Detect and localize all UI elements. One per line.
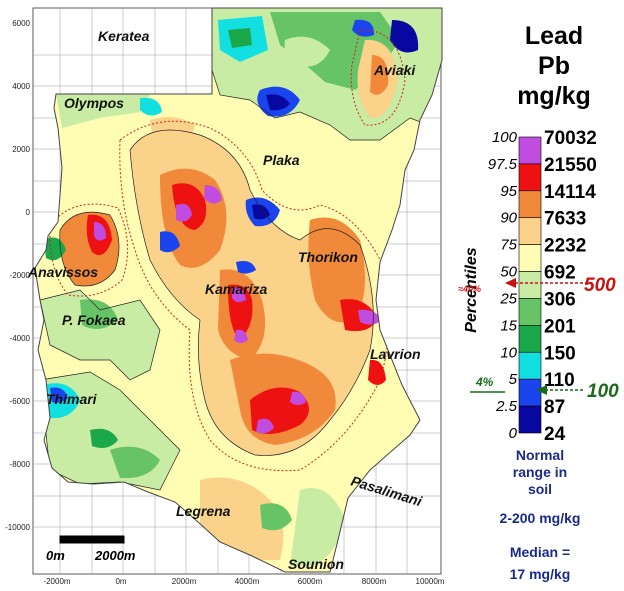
legend-percentile-label: 15: [500, 317, 517, 334]
legend-percentile-label: 90: [500, 210, 517, 227]
legend-swatch: [518, 298, 542, 326]
coastline: [34, 7, 443, 573]
x-tick: 0m: [115, 577, 126, 586]
x-tick: 8000m: [362, 577, 387, 586]
legend-value-label: 201: [544, 316, 576, 337]
legend-percentile-label: 5: [509, 371, 518, 388]
legend-percentile-label: 2.5: [495, 398, 518, 415]
legend: Lead Pb mg/kg Percentiles 10097.59590755…: [458, 22, 619, 582]
y-tick: 2000: [12, 145, 30, 154]
legend-swatch: [518, 190, 542, 219]
scale-end-label: 2000m: [94, 548, 136, 563]
y-tick: 0: [26, 208, 31, 217]
y-tick: -4000: [10, 334, 31, 343]
place-lavrion: Lavrion: [370, 346, 421, 362]
x-tick: 2000m: [172, 577, 197, 586]
legend-swatch: [518, 244, 542, 272]
legend-percentile-label: 75: [500, 237, 517, 254]
legend-value-label: 7633: [544, 209, 586, 230]
marker-100-label: 100: [587, 381, 619, 402]
y-tick: -2000: [10, 271, 31, 280]
threshold-100-marker: 4% 100: [470, 375, 619, 402]
place-keratea: Keratea: [98, 28, 150, 44]
y-tick: 6000: [12, 19, 30, 28]
legend-value-label: 692: [544, 263, 576, 284]
y-tick: -6000: [10, 397, 31, 406]
y-tick: 4000: [12, 82, 30, 91]
legend-percentile-label: 10: [500, 344, 517, 361]
note-line-5: Median =: [510, 544, 570, 560]
legend-value-label: 24: [544, 424, 566, 445]
legend-value-labels: 70032 21550 14114 7633 2232 692 306 201 150 110 87…: [544, 128, 597, 445]
place-olympos: Olympos: [64, 95, 124, 111]
legend-value-label: 87: [544, 397, 565, 418]
x-tick: 10000m: [416, 577, 445, 586]
legend-percentile-label: 100: [492, 129, 518, 146]
legend-swatch: [518, 217, 542, 245]
legend-swatch: [518, 136, 542, 165]
percentiles-axis-label: Percentiles: [463, 247, 480, 332]
scale-bar: 0m 2000m: [46, 535, 136, 563]
note-line-4: 2-200 mg/kg: [500, 510, 581, 526]
legend-swatch: [518, 271, 542, 299]
legend-percentile-label: 50: [500, 264, 517, 281]
legend-swatch: [518, 351, 542, 380]
x-tick: -2000m: [43, 577, 70, 586]
place-aviaki: Aviaki: [373, 62, 416, 78]
legend-color-bar: [518, 136, 542, 434]
legend-value-label: 14114: [544, 182, 596, 203]
x-tick: 6000m: [298, 577, 323, 586]
legend-value-label: 21550: [544, 155, 597, 176]
x-tick: 4000m: [235, 577, 260, 586]
legend-value-label: 70032: [544, 128, 597, 149]
legend-swatch: [518, 163, 542, 192]
note-line-2: range in: [513, 464, 567, 480]
legend-percentile-label: 97.5: [488, 156, 518, 173]
legend-swatch: [518, 405, 542, 434]
x-axis-ticks: -2000m 0m 2000m 4000m 6000m 8000m 10000m: [43, 577, 444, 586]
marker-500-label: 500: [584, 275, 616, 296]
concentration-map: [35, 8, 442, 572]
place-thorikon: Thorikon: [298, 249, 358, 265]
legend-percentile-labels: 100 97.5 95 90 75 50 25 15 10 5 2.5 0: [488, 129, 518, 442]
place-legrena: Legrena: [176, 503, 231, 519]
marker-500-side-note: ≈40%: [458, 284, 481, 294]
note-line-3: soil: [528, 481, 552, 497]
legend-percentile-label: 95: [500, 183, 517, 200]
legend-swatch: [518, 378, 542, 407]
legend-percentile-label: 0: [509, 425, 518, 442]
legend-percentile-label: 25: [499, 290, 517, 307]
threshold-500-marker: ≈40% 500: [458, 275, 616, 296]
legend-title-line-3: mg/kg: [517, 82, 591, 110]
note-line-6: 17 mg/kg: [510, 566, 571, 582]
y-tick: -8000: [10, 460, 31, 469]
place-sounion: Sounion: [288, 556, 344, 572]
place-plaka: Plaka: [263, 152, 300, 168]
legend-value-label: 150: [544, 343, 576, 364]
y-axis-ticks: 6000 4000 2000 0 -2000 -4000 -6000 -8000…: [5, 19, 30, 532]
place-anavissos: Anavissos: [27, 264, 98, 280]
legend-title-line-1: Lead: [525, 22, 583, 50]
legend-value-label: 110: [544, 370, 575, 391]
scale-start-label: 0m: [46, 548, 65, 563]
place-thimari: Thimari: [46, 391, 98, 407]
legend-value-label: 306: [544, 289, 576, 310]
place-p-fokaea: P. Fokaea: [62, 312, 126, 328]
legend-title-line-2: Pb: [538, 52, 570, 80]
legend-value-label: 2232: [544, 236, 586, 257]
marker-100-side-note: 4%: [475, 375, 494, 389]
place-kamariza: Kamariza: [205, 281, 267, 297]
y-tick: -10000: [5, 523, 30, 532]
note-line-1: Normal: [516, 447, 564, 463]
legend-swatch: [518, 325, 542, 353]
